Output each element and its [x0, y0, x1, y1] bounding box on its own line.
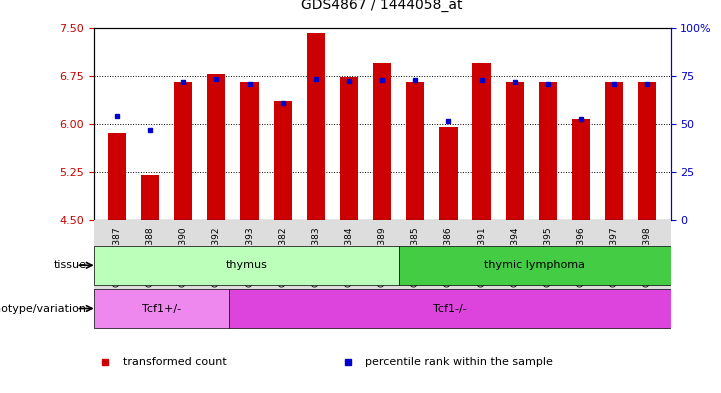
Bar: [174, 82, 193, 220]
Bar: [539, 82, 557, 220]
Bar: [273, 101, 292, 220]
Text: GSM1327387: GSM1327387: [112, 226, 121, 286]
Text: thymus: thymus: [226, 260, 267, 270]
Text: GSM1327394: GSM1327394: [510, 226, 519, 286]
Text: GSM1327384: GSM1327384: [345, 226, 353, 286]
Bar: [399, 246, 671, 285]
Bar: [94, 246, 399, 285]
Text: GSM1327388: GSM1327388: [146, 226, 154, 286]
Bar: [94, 220, 671, 295]
Text: Tcf1-/-: Tcf1-/-: [433, 303, 467, 314]
Bar: [572, 119, 590, 220]
Text: GSM1327398: GSM1327398: [643, 226, 652, 286]
Text: GSM1327393: GSM1327393: [245, 226, 254, 286]
Text: GSM1327389: GSM1327389: [378, 226, 386, 286]
Text: percentile rank within the sample: percentile rank within the sample: [365, 356, 553, 367]
Bar: [340, 77, 358, 220]
Text: Tcf1+/-: Tcf1+/-: [142, 303, 181, 314]
Text: GSM1327390: GSM1327390: [179, 226, 187, 286]
Text: GDS4867 / 1444058_at: GDS4867 / 1444058_at: [301, 0, 463, 12]
Bar: [505, 82, 524, 220]
Text: GSM1327397: GSM1327397: [610, 226, 619, 286]
Bar: [406, 82, 425, 220]
Bar: [229, 289, 671, 328]
Bar: [638, 82, 656, 220]
Text: GSM1327386: GSM1327386: [444, 226, 453, 286]
Bar: [207, 74, 226, 220]
Text: GSM1327391: GSM1327391: [477, 226, 486, 286]
Text: GSM1327383: GSM1327383: [311, 226, 320, 286]
Text: GSM1327396: GSM1327396: [577, 226, 585, 286]
Text: tissue: tissue: [53, 260, 87, 270]
Text: GSM1327382: GSM1327382: [278, 226, 287, 286]
Bar: [439, 127, 458, 220]
Text: GSM1327385: GSM1327385: [411, 226, 420, 286]
Text: thymic lymphoma: thymic lymphoma: [485, 260, 585, 270]
Bar: [240, 82, 259, 220]
Text: GSM1327395: GSM1327395: [544, 226, 552, 286]
Bar: [373, 63, 392, 220]
Text: GSM1327392: GSM1327392: [212, 226, 221, 286]
Bar: [94, 289, 229, 328]
Bar: [306, 33, 325, 220]
Bar: [605, 82, 623, 220]
Bar: [472, 63, 491, 220]
Bar: [141, 175, 159, 220]
Bar: [108, 133, 126, 220]
Text: genotype/variation: genotype/variation: [0, 303, 87, 314]
Text: transformed count: transformed count: [123, 356, 226, 367]
